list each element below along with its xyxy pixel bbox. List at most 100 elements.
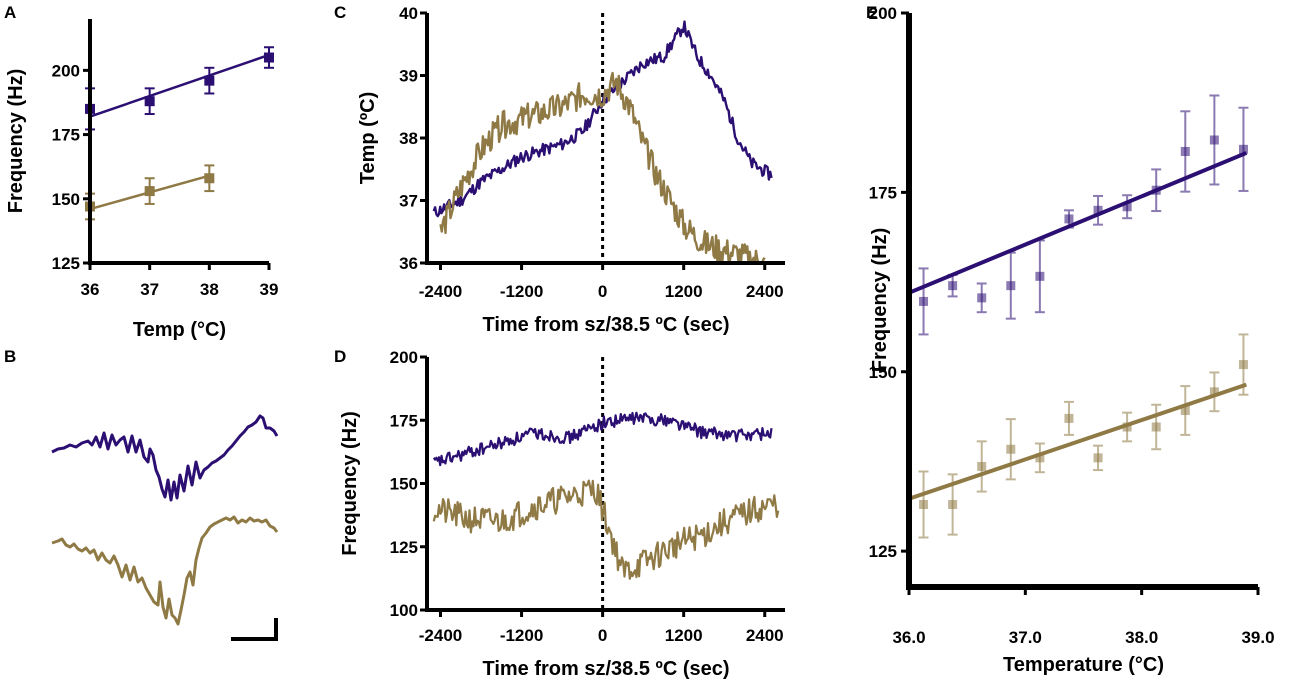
y-tick-label: 39 (399, 67, 418, 86)
x-tick-label: 37.0 (1009, 628, 1042, 647)
panel-e-chart: 36.0 37.0 38.0 39.0 125 150 175 200 Temperature… (869, 4, 1275, 676)
panel-e-marks (908, 94, 1249, 539)
panel-letter-d: D (334, 347, 346, 366)
panel-c-x-label: Time from sz/38.5 ºC (sec) (482, 314, 729, 336)
panel-c-chart: -2400 -1200 0 1200 2400 36 37 38 39 40 Time from … (357, 4, 785, 336)
gold-point (1064, 413, 1074, 423)
panel-d-marks (432, 357, 780, 610)
y-tick-label: 125 (869, 542, 897, 561)
panel-a-chart: 36 37 38 39 125 150 175 200 Temp (°C) Frequency… (5, 19, 278, 341)
gold-point (204, 173, 215, 184)
x-tick-label: 2400 (746, 626, 784, 645)
y-tick-label: 40 (399, 4, 418, 23)
gold-point (1035, 453, 1045, 463)
y-tick-label: 200 (390, 348, 418, 367)
panel-e-x-label: Temperature (°C) (1003, 654, 1164, 676)
scale-bar (231, 618, 278, 641)
gold-point (1151, 422, 1161, 432)
gold-point (1180, 405, 1190, 415)
purple-point (1093, 205, 1103, 215)
gold-point (977, 461, 987, 471)
gold-point (1006, 444, 1016, 454)
x-tick-label: 38 (200, 280, 219, 299)
x-tick-label: 1200 (665, 282, 703, 301)
x-tick-label: 36.0 (892, 628, 925, 647)
x-tick-label: 39.0 (1241, 628, 1274, 647)
y-tick-label: 37 (399, 192, 418, 211)
panel-a-y-label: Frequency (Hz) (5, 69, 27, 213)
y-tick-label: 150 (52, 190, 80, 209)
x-tick-label: -2400 (419, 626, 462, 645)
purple-point (948, 281, 958, 291)
gold-trace (439, 71, 766, 265)
waveform-gold (51, 515, 279, 626)
panel-b-waveforms (51, 414, 279, 641)
y-tick-label: 38 (399, 129, 418, 148)
panel-letter-c: C (334, 3, 346, 22)
panel-a-ticks: 36 37 38 39 125 150 175 200 (52, 61, 279, 299)
gold-point (948, 499, 958, 509)
panel-letter-b: B (4, 347, 16, 366)
x-tick-label: 39 (260, 280, 279, 299)
gold-point (1122, 422, 1132, 432)
purple-point (1064, 214, 1074, 224)
gold-point (1209, 387, 1219, 397)
purple-point (264, 52, 274, 63)
y-tick-label: 100 (390, 601, 418, 620)
gold-point (919, 499, 929, 509)
x-tick-label: -2400 (419, 282, 462, 301)
panel-letter-e: E (866, 3, 877, 22)
gold-point (144, 186, 155, 197)
x-tick-label: 0 (598, 626, 607, 645)
purple-point (919, 296, 929, 306)
y-tick-label: 150 (390, 475, 418, 494)
purple-point (1209, 135, 1219, 145)
purple-point (1151, 185, 1161, 195)
panel-c-y-label: Temp (ºC) (357, 92, 379, 184)
purple-fit-line (908, 151, 1248, 295)
purple-fit-line (89, 53, 270, 118)
purple-point (1035, 271, 1045, 281)
y-tick-label: 200 (52, 61, 80, 80)
x-tick-label: 36 (81, 280, 100, 299)
purple-point (1122, 202, 1132, 212)
purple-point (144, 96, 155, 107)
y-tick-label: 125 (390, 538, 418, 557)
y-tick-label: 36 (399, 254, 418, 273)
purple-point (977, 293, 987, 303)
x-tick-label: 0 (598, 282, 607, 301)
panel-letter-a: A (4, 3, 16, 22)
gold-point (1238, 360, 1248, 370)
purple-point (1238, 144, 1248, 154)
gold-point (1093, 453, 1103, 463)
panel-c-ticks: -2400 -1200 0 1200 2400 36 37 38 39 40 (399, 4, 784, 301)
x-tick-label: -1200 (500, 626, 543, 645)
x-tick-label: 1200 (665, 626, 703, 645)
panel-d-ticks: -2400 -1200 0 1200 2400 100 125 150 175 200 (390, 348, 784, 645)
waveform-purple (51, 414, 279, 502)
y-tick-label: 150 (869, 363, 897, 382)
x-tick-label: 37 (140, 280, 159, 299)
panel-d-chart: -2400 -1200 0 1200 2400 100 125 150 175 200 Time … (339, 348, 785, 680)
x-tick-label: -1200 (500, 282, 543, 301)
gold-fit-line (908, 382, 1248, 501)
purple-point (1006, 281, 1016, 291)
panel-a-marks (85, 46, 274, 221)
y-tick-label: 125 (52, 254, 80, 273)
panel-d-x-label: Time from sz/38.5 ºC (sec) (482, 658, 729, 680)
y-tick-label: 175 (390, 411, 418, 430)
x-tick-label: 2400 (746, 282, 784, 301)
gold-trace (432, 479, 780, 580)
y-tick-label: 175 (869, 183, 897, 202)
panel-c-marks (432, 13, 773, 265)
y-tick-label: 175 (52, 126, 80, 145)
purple-point (1180, 146, 1190, 156)
y-tick-label: 200 (869, 4, 897, 23)
panel-d-y-label: Frequency (Hz) (339, 411, 361, 555)
panel-e-ticks: 36.0 37.0 38.0 39.0 125 150 175 200 (869, 4, 1275, 647)
purple-point (204, 75, 215, 86)
x-tick-label: 38.0 (1125, 628, 1158, 647)
purple-trace (432, 411, 773, 467)
panel-a-x-label: Temp (°C) (133, 319, 226, 341)
